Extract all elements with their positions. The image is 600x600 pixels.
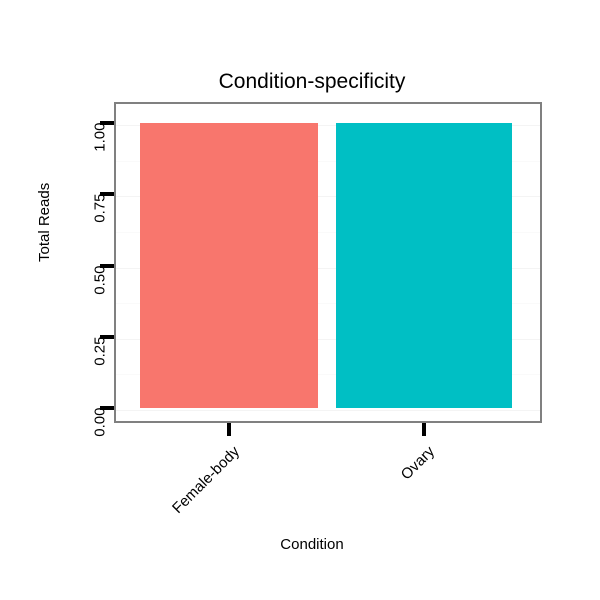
y-axis-tick-label: 0.00 <box>91 407 109 437</box>
gridline-minor <box>116 374 540 376</box>
y-axis-tick-label: 0.25 <box>91 336 109 366</box>
gridline-major <box>116 267 540 269</box>
y-axis-tick <box>100 263 114 268</box>
chart-title-text: Condition-specificity <box>218 70 406 93</box>
x-axis-tick-label: Ovary <box>397 443 439 484</box>
x-axis-title-text: Condition <box>280 536 344 553</box>
x-axis-tick-label: Female-body <box>169 443 244 517</box>
gridline-major <box>116 410 540 411</box>
y-axis-tick <box>100 406 114 410</box>
gridline-major <box>116 125 540 126</box>
gridline-minor <box>116 160 540 162</box>
y-axis-tick-label: 1.00 <box>91 122 109 152</box>
gridline-major <box>116 338 540 340</box>
y-axis-tick-label: 0.50 <box>91 265 109 295</box>
y-axis-tick <box>100 192 114 197</box>
y-axis-title: Total Reads <box>36 182 53 262</box>
plot-panel <box>114 102 542 423</box>
bar[interactable] <box>336 123 512 408</box>
bar[interactable] <box>140 123 318 408</box>
y-axis-tick <box>100 121 114 125</box>
x-axis-title: Condition <box>0 536 600 553</box>
y-axis-tick <box>100 334 114 339</box>
x-axis-tick <box>227 423 231 436</box>
gridline-minor <box>116 231 540 233</box>
chart-title: Condition-specificity <box>0 70 600 94</box>
gridline-major <box>116 196 540 198</box>
x-axis-tick <box>422 423 426 436</box>
gridline-minor <box>116 303 540 305</box>
y-axis-tick-label: 0.75 <box>91 193 109 223</box>
